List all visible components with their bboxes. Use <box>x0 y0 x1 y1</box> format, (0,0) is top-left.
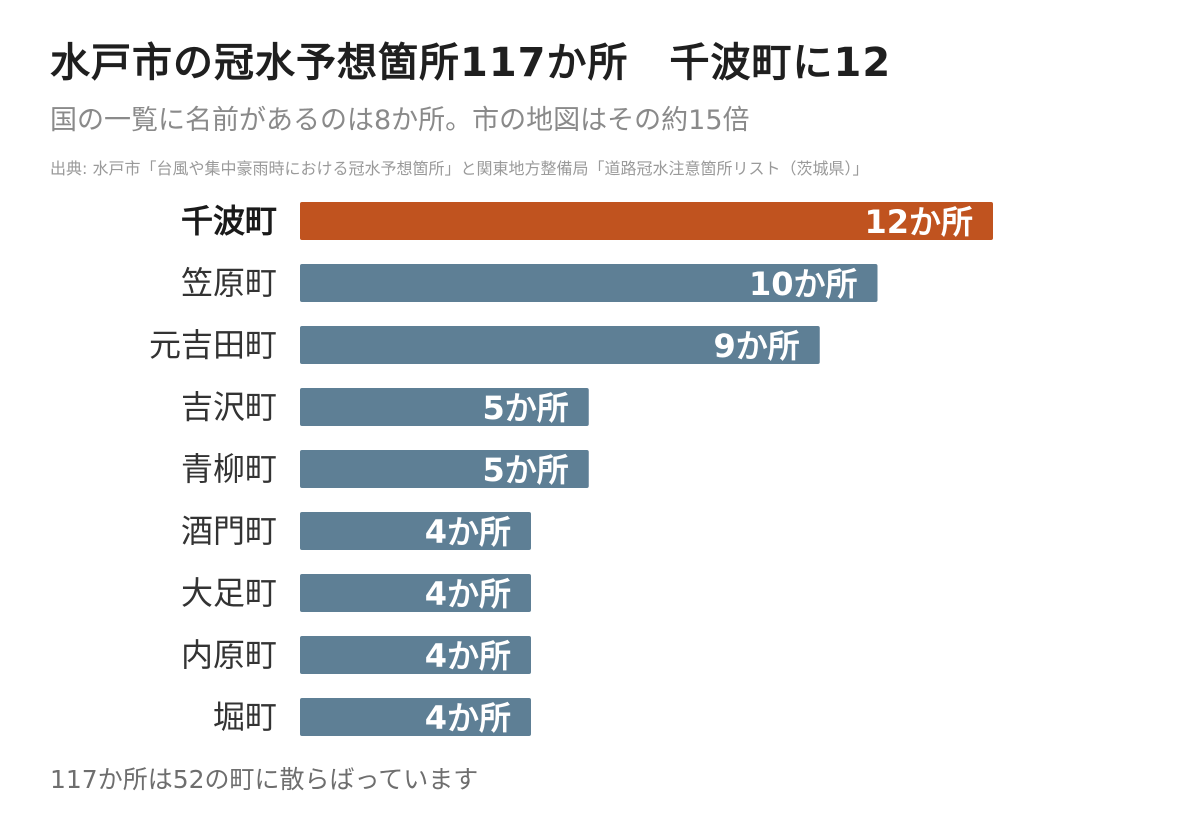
value-label: 4か所 <box>425 575 511 613</box>
category-label: 堀町 <box>213 698 277 736</box>
source-note: 出典: 水戸市「台風や集中豪雨時における冠水予想箇所」と関東地方整備局「道路冠水… <box>50 159 869 178</box>
chart-subtitle: 国の一覧に名前があるのは8か所。市の地図はその約15倍 <box>50 105 750 136</box>
category-label: 酒門町 <box>181 512 277 550</box>
value-label: 10か所 <box>749 265 858 303</box>
value-label: 4か所 <box>425 513 511 551</box>
category-label: 元吉田町 <box>149 326 277 364</box>
value-label: 5か所 <box>482 389 568 427</box>
category-label: 笠原町 <box>181 264 277 302</box>
category-label: 千波町 <box>181 202 277 240</box>
bar-5 <box>300 450 589 488</box>
bar-9 <box>300 698 531 736</box>
category-label: 内原町 <box>181 636 277 674</box>
chart-title: 水戸市の冠水予想箇所117か所 千波町に12 <box>50 40 892 86</box>
category-label: 吉沢町 <box>181 388 277 426</box>
bar-7 <box>300 574 531 612</box>
category-label: 大足町 <box>181 574 277 612</box>
bar-3 <box>300 326 820 364</box>
value-label: 4か所 <box>425 637 511 675</box>
value-label: 9か所 <box>713 327 799 365</box>
footnote: 117か所は52の町に散らばっています <box>50 765 479 794</box>
category-label: 青柳町 <box>181 450 277 488</box>
bar-6 <box>300 512 531 550</box>
bar-8 <box>300 636 531 674</box>
bar-1 <box>300 202 993 240</box>
value-label: 12か所 <box>864 203 973 241</box>
bar-2 <box>300 264 878 302</box>
value-label: 5か所 <box>482 451 568 489</box>
value-label: 4か所 <box>425 699 511 737</box>
bar-4 <box>300 388 589 426</box>
